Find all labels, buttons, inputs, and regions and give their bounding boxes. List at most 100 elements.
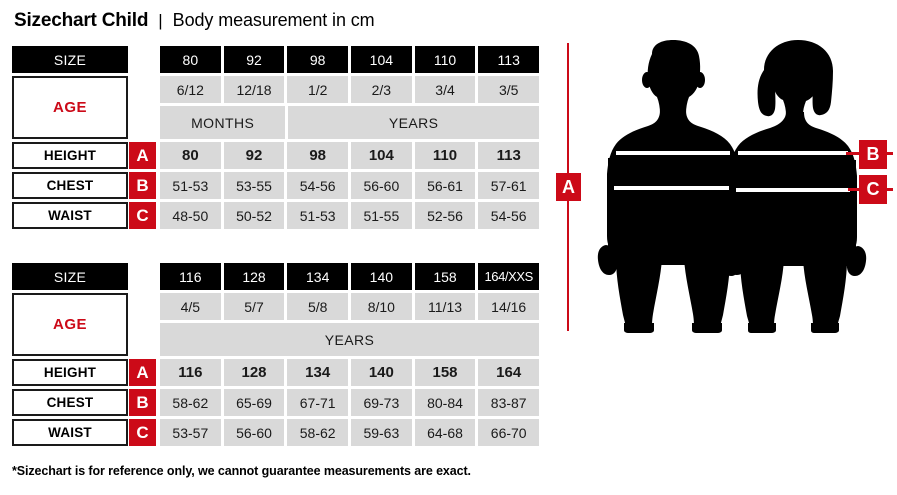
table-row-chest: CHEST B 51-53 53-55 54-56 56-60 56-61 57… [12, 172, 540, 199]
child-silhouettes [597, 40, 893, 333]
badge-spacer [129, 263, 156, 290]
chest-cell: 56-61 [414, 172, 476, 199]
size-cell: 113 [478, 46, 540, 73]
marker-badge-b-figure: B [859, 140, 887, 169]
size-values: 80 92 98 104 110 113 [160, 46, 540, 73]
marker-badge-b: B [129, 172, 156, 199]
title-separator: | [158, 11, 163, 30]
age-cell: 6/12 [160, 76, 221, 103]
waist-cell: 59-63 [351, 419, 412, 446]
waist-values: 48-50 50-52 51-53 51-55 52-56 54-56 [160, 202, 540, 229]
height-cell: 92 [223, 142, 285, 169]
size-cell: 104 [351, 46, 412, 73]
height-values: 116 128 134 140 158 164 [160, 359, 540, 386]
height-cell: 158 [414, 359, 476, 386]
waist-cell: 56-60 [223, 419, 285, 446]
chest-cell: 51-53 [160, 172, 221, 199]
chest-cell: 58-62 [160, 389, 221, 416]
waist-cell: 54-56 [478, 202, 540, 229]
table-row-size: SIZE 116 128 134 140 158 164/XXS [12, 263, 540, 290]
age-cell: 5/8 [287, 293, 349, 320]
age-values: 4/5 5/7 5/8 8/10 11/13 14/16 [160, 293, 540, 320]
age-unit-years: YEARS [160, 323, 539, 356]
row-label-size: SIZE [12, 46, 128, 73]
size-cell: 140 [351, 263, 412, 290]
size-cell: 128 [223, 263, 285, 290]
waist-cell: 66-70 [478, 419, 540, 446]
chest-cell: 67-71 [287, 389, 349, 416]
height-cell: 140 [351, 359, 412, 386]
chest-cell: 83-87 [478, 389, 540, 416]
height-cell: 104 [351, 142, 412, 169]
table-row-height: HEIGHT A 80 92 98 104 110 113 [12, 142, 540, 169]
chest-cell: 69-73 [351, 389, 412, 416]
table-row-chest: CHEST B 58-62 65-69 67-71 69-73 80-84 83… [12, 389, 540, 416]
chest-cell: 56-60 [351, 172, 412, 199]
row-label-chest: CHEST [12, 172, 128, 199]
size-cell: 158 [414, 263, 476, 290]
chest-values: 51-53 53-55 54-56 56-60 56-61 57-61 [160, 172, 540, 199]
height-cell: 98 [287, 142, 349, 169]
age-unit-values: YEARS [160, 323, 539, 356]
waist-cell: 48-50 [160, 202, 221, 229]
chest-cell: 80-84 [414, 389, 476, 416]
table-row-size: SIZE 80 92 98 104 110 113 [12, 46, 540, 73]
waist-values: 53-57 56-60 58-62 59-63 64-68 66-70 [160, 419, 540, 446]
age-cell: 2/3 [351, 76, 412, 103]
chest-cell: 65-69 [223, 389, 285, 416]
height-values: 80 92 98 104 110 113 [160, 142, 540, 169]
boy-waist-line [614, 186, 732, 190]
sizechart-table-youth: SIZE 116 128 134 140 158 164/XXS AGE 4/5… [12, 263, 540, 449]
age-cell: 12/18 [223, 76, 285, 103]
footnote-disclaimer: *Sizechart is for reference only, we can… [12, 464, 471, 478]
table-row-age: AGE 6/12 12/18 1/2 2/3 3/4 3/5 MONTHS YE… [12, 76, 540, 139]
marker-badge-a: A [129, 142, 156, 169]
age-cell: 3/5 [478, 76, 540, 103]
chest-cell: 53-55 [223, 172, 285, 199]
height-cell: 113 [478, 142, 540, 169]
marker-badge-c: C [129, 202, 156, 229]
age-unit-months: MONTHS [160, 106, 286, 139]
marker-badge-b: B [129, 389, 156, 416]
girl-waist-line [736, 188, 850, 192]
table-row-waist: WAIST C 48-50 50-52 51-53 51-55 52-56 54… [12, 202, 540, 229]
height-cell: 164 [478, 359, 540, 386]
page-title-subtitle: Body measurement in cm [172, 10, 375, 30]
badge-spacer [129, 293, 156, 320]
size-cell: 134 [287, 263, 349, 290]
marker-badge-c-figure: C [859, 175, 887, 204]
row-label-height: HEIGHT [12, 142, 128, 169]
page-title-main: Sizechart Child [14, 10, 149, 31]
age-unit-values: MONTHS YEARS [160, 106, 539, 139]
waist-cell: 53-57 [160, 419, 221, 446]
row-label-size: SIZE [12, 263, 128, 290]
row-label-height: HEIGHT [12, 359, 128, 386]
boy-chest-line [616, 151, 730, 155]
waist-cell: 52-56 [414, 202, 476, 229]
height-cell: 134 [287, 359, 349, 386]
height-cell: 116 [160, 359, 221, 386]
age-cell: 14/16 [478, 293, 540, 320]
size-cell: 110 [414, 46, 476, 73]
table-row-age: AGE 4/5 5/7 5/8 8/10 11/13 14/16 YEARS [12, 293, 540, 356]
age-cell: 3/4 [414, 76, 476, 103]
girl-chest-line [738, 151, 848, 155]
sizechart-table-toddler: SIZE 80 92 98 104 110 113 AGE 6/12 12/18… [12, 46, 540, 232]
waist-cell: 64-68 [414, 419, 476, 446]
chest-values: 58-62 65-69 67-71 69-73 80-84 83-87 [160, 389, 540, 416]
marker-badge-a-figure: A [556, 173, 581, 201]
row-label-waist: WAIST [12, 419, 128, 446]
age-cell: 5/7 [223, 293, 285, 320]
row-label-waist: WAIST [12, 202, 128, 229]
height-cell: 80 [160, 142, 221, 169]
age-cell: 11/13 [414, 293, 476, 320]
table-row-height: HEIGHT A 116 128 134 140 158 164 [12, 359, 540, 386]
age-cell: 8/10 [351, 293, 412, 320]
row-label-chest: CHEST [12, 389, 128, 416]
page-title: Sizechart Child | Body measurement in cm [14, 10, 375, 32]
table-row-waist: WAIST C 53-57 56-60 58-62 59-63 64-68 66… [12, 419, 540, 446]
marker-badge-c: C [129, 419, 156, 446]
size-values: 116 128 134 140 158 164/XXS [160, 263, 540, 290]
waist-cell: 58-62 [287, 419, 349, 446]
marker-badge-a: A [129, 359, 156, 386]
